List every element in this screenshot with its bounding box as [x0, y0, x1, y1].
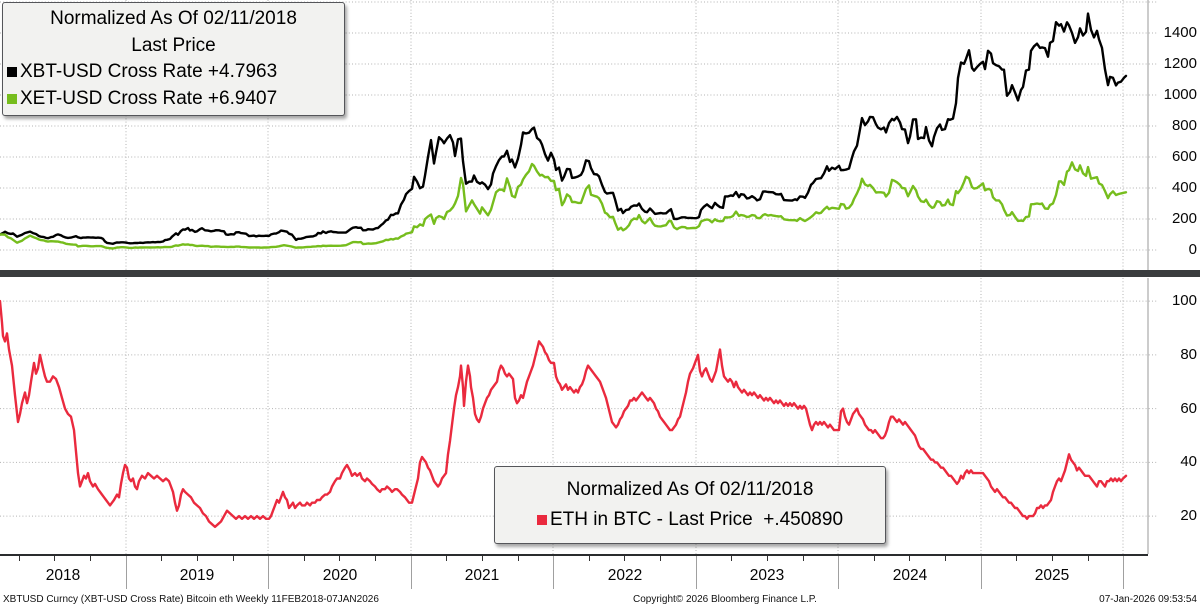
x-axis-minor-tick	[375, 556, 376, 561]
series-line	[0, 161, 1128, 250]
x-axis-year-tick	[838, 556, 839, 589]
x-axis-year-label: 2021	[464, 567, 500, 584]
x-axis-minor-tick	[482, 556, 483, 561]
x-axis-year-tick	[981, 556, 982, 589]
x-axis-line	[0, 554, 1148, 556]
x-axis-minor-tick	[945, 556, 946, 561]
legend-entry-label: XET-USD Cross Rate +6.9407	[20, 87, 278, 109]
x-axis-year-label: 2023	[749, 567, 785, 584]
legend-entry-label: ETH in BTC - Last Price +.450890	[549, 509, 844, 530]
legend-entry-ethbtc[interactable]: ETH in BTC - Last Price +.450890	[499, 505, 881, 535]
legend-entry-label: XBT-USD Cross Rate +4.7963	[20, 61, 278, 82]
x-axis-year-tick	[553, 556, 554, 589]
x-axis-minor-tick	[909, 556, 910, 561]
x-axis-minor-tick	[339, 556, 340, 561]
legend-subtitle: Last Price	[131, 34, 216, 56]
x-axis-year-tick	[1123, 556, 1124, 589]
footer-timestamp: 07-Jan-2026 09:53:54	[1099, 594, 1197, 605]
eth-in-btc-panel[interactable]	[0, 278, 1160, 554]
legend-top[interactable]: Normalized As Of 02/11/2018 Last Price X…	[2, 2, 345, 116]
legend-entry-xet[interactable]: XET-USD Cross Rate +6.9407	[7, 86, 340, 113]
y-axis-label: 20	[1180, 507, 1197, 524]
xbt-series-swatch-icon	[7, 67, 17, 78]
series-line	[0, 12, 1128, 246]
eth-in-btc-plot[interactable]	[0, 278, 1160, 554]
x-axis-year-tick	[696, 556, 697, 589]
y-axis-label: 40	[1180, 453, 1197, 470]
x-axis-minor-tick	[161, 556, 162, 561]
x-axis-minor-tick	[90, 556, 91, 561]
x-axis-minor-tick	[446, 556, 447, 561]
x-axis-minor-tick	[1016, 556, 1017, 561]
x-axis-year-tick	[268, 556, 269, 589]
footer: XBTUSD Curncy (XBT-USD Cross Rate) Bitco…	[0, 594, 1200, 608]
legend-title: Normalized As Of 02/11/2018	[50, 8, 297, 29]
x-axis-minor-tick	[233, 556, 234, 561]
x-axis-minor-tick	[1052, 556, 1053, 561]
y-axis-label: 1200	[1163, 55, 1197, 72]
x-axis-year-label: 2020	[322, 567, 358, 584]
y-axis-label: 0	[1188, 241, 1197, 258]
x-axis-minor-tick	[767, 556, 768, 561]
x-axis-minor-tick	[803, 556, 804, 561]
x-axis-minor-tick	[874, 556, 875, 561]
legend-bottom[interactable]: Normalized As Of 02/11/2018 ETH in BTC -…	[494, 466, 886, 544]
x-axis-minor-tick	[304, 556, 305, 561]
x-axis-year-tick	[126, 556, 127, 589]
x-axis-year-label: 2024	[892, 567, 928, 584]
panel-divider[interactable]	[0, 270, 1200, 277]
legend-entry-xbt[interactable]: XBT-USD Cross Rate +4.7963	[7, 59, 340, 86]
x-axis-minor-tick	[624, 556, 625, 561]
x-axis-year-label: 2022	[607, 567, 643, 584]
series-line	[0, 299, 1128, 529]
footer-security-description: XBTUSD Curncy (XBT-USD Cross Rate) Bitco…	[3, 594, 379, 605]
footer-copyright: Copyright© 2026 Bloomberg Finance L.P.	[633, 594, 817, 605]
x-axis-minor-tick	[660, 556, 661, 561]
x-axis-year-label: 2025	[1034, 567, 1070, 584]
y-axis-label: 800	[1171, 117, 1197, 134]
x-axis-minor-tick	[19, 556, 20, 561]
legend-title: Normalized As Of 02/11/2018	[566, 479, 814, 500]
y-axis-label: 400	[1171, 179, 1197, 196]
x-axis-minor-tick	[518, 556, 519, 561]
y-axis-label: 60	[1180, 400, 1197, 417]
y-axis-label: 100	[1171, 292, 1197, 309]
x-axis-minor-tick	[197, 556, 198, 561]
x-axis-minor-tick	[54, 556, 55, 561]
y-axis-label: 80	[1180, 346, 1197, 363]
eth-btc-series-swatch-icon	[536, 515, 547, 525]
x-axis-year-tick	[411, 556, 412, 589]
y-axis-label: 200	[1171, 210, 1197, 227]
x-axis-year-label: 2018	[45, 567, 81, 584]
xet-series-swatch-icon	[7, 93, 17, 104]
x-axis-minor-tick	[731, 556, 732, 561]
x-axis-minor-tick	[589, 556, 590, 561]
y-axis-label: 1400	[1163, 24, 1197, 41]
y-axis-label: 1000	[1163, 86, 1197, 103]
x-axis-minor-tick	[1088, 556, 1089, 561]
x-axis-year-label: 2019	[179, 567, 215, 584]
y-axis-label: 600	[1171, 148, 1197, 165]
